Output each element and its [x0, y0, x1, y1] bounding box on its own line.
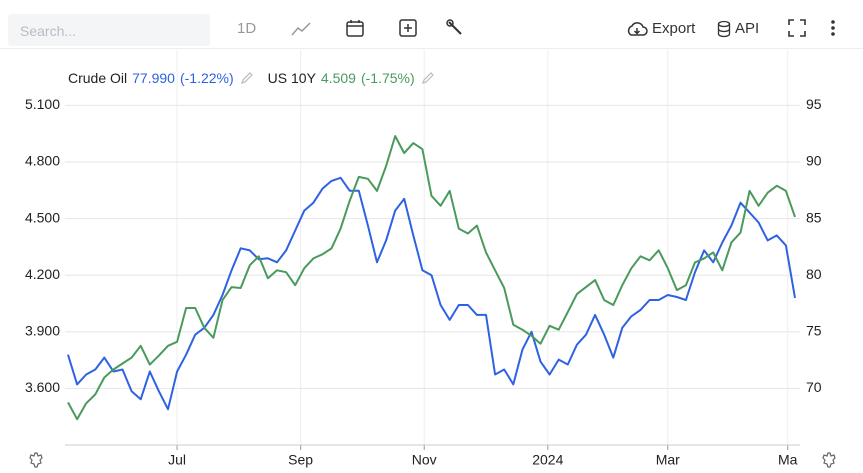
y2-tick-label: 70: [806, 379, 822, 395]
interval-button[interactable]: 1D: [237, 20, 257, 37]
export-label: Export: [652, 20, 696, 37]
edit-icon[interactable]: [420, 70, 436, 86]
legend-name: US 10Y: [267, 70, 316, 86]
x-tick-label: 2024: [532, 452, 563, 468]
legend-change: (-1.22%): [179, 70, 234, 86]
y2-tick-label: 85: [806, 209, 822, 225]
settings-icon[interactable]: [445, 18, 465, 38]
y2-tick-label: 75: [806, 322, 822, 338]
export-button[interactable]: Export: [626, 14, 695, 44]
legend-value: 4.509: [320, 70, 356, 86]
y2-tick-label: 90: [806, 153, 822, 169]
x-tick-label: Jul: [168, 452, 186, 468]
legend: Crude Oil 77.990 (-1.22%) US 10Y 4.509 (-1.75…: [68, 70, 444, 86]
api-icon: [717, 20, 731, 38]
y-tick-label: 4.800: [25, 153, 60, 169]
x-tick-label: Nov: [412, 452, 437, 468]
plot-area: [65, 50, 800, 445]
edit-icon[interactable]: [239, 70, 255, 86]
y-tick-label: 4.500: [25, 209, 60, 225]
y-tick-label: 3.900: [25, 323, 60, 339]
y-tick-label: 5.100: [25, 96, 60, 112]
y-tick-label: 3.600: [25, 379, 60, 395]
x-tick-label: Ma: [778, 452, 798, 468]
y2-tick-label: 80: [806, 266, 822, 282]
legend-name: Crude Oil: [68, 70, 128, 86]
add-icon[interactable]: [398, 18, 418, 38]
legend-value: 77.990: [132, 70, 175, 86]
y2-tick-label: 95: [806, 96, 822, 112]
api-label: API: [735, 20, 760, 37]
export-icon: [627, 22, 648, 36]
series-line: [67, 176, 796, 411]
search-box[interactable]: Search...: [8, 14, 210, 46]
x-tick-label: Sep: [288, 452, 313, 468]
legend-change: (-1.75%): [360, 70, 415, 86]
fullscreen-icon[interactable]: [787, 18, 807, 38]
x-tick-label: Mar: [656, 452, 680, 468]
api-button[interactable]: API: [717, 14, 759, 44]
series-line: [67, 135, 796, 421]
toolbar: Search... 1D Export API: [0, 0, 863, 49]
left-axis-settings[interactable]: [29, 452, 43, 468]
right-axis-settings[interactable]: [822, 452, 836, 468]
y-tick-label: 4.200: [25, 266, 60, 282]
calendar-icon[interactable]: [345, 18, 365, 38]
menu-icon[interactable]: [826, 18, 840, 38]
chart-type-icon[interactable]: [290, 20, 312, 38]
